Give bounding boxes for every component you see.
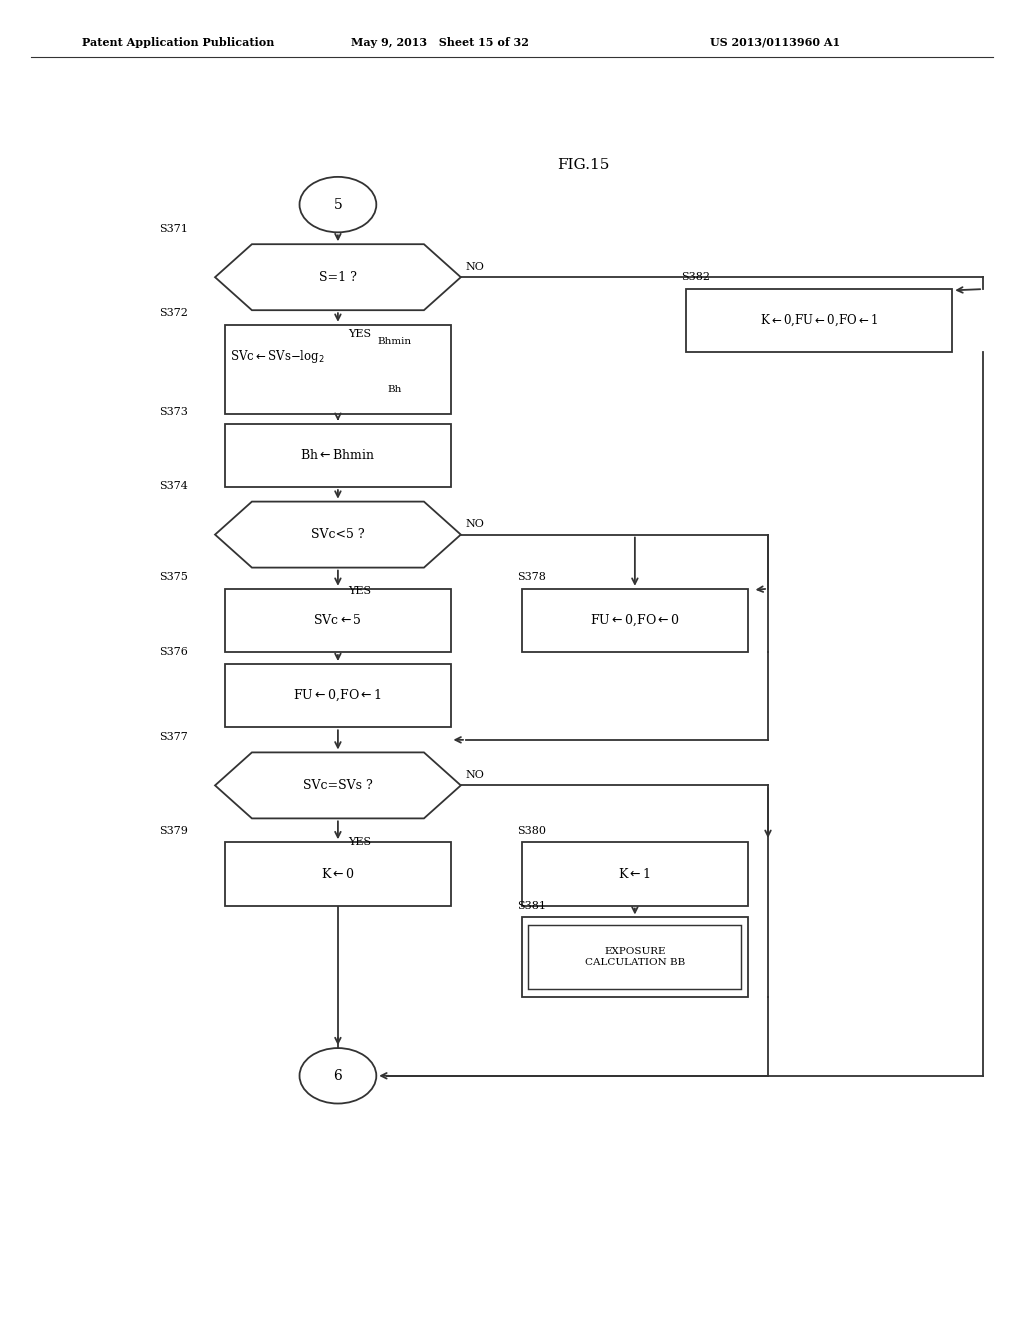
FancyBboxPatch shape [225, 424, 451, 487]
FancyBboxPatch shape [522, 589, 748, 652]
Text: FU$\leftarrow$0,FO$\leftarrow$0: FU$\leftarrow$0,FO$\leftarrow$0 [590, 612, 680, 628]
FancyBboxPatch shape [225, 325, 451, 414]
Text: FIG.15: FIG.15 [557, 158, 610, 172]
Text: Bhmin: Bhmin [377, 337, 412, 346]
Ellipse shape [300, 177, 377, 232]
Text: S378: S378 [517, 572, 546, 582]
Text: May 9, 2013   Sheet 15 of 32: May 9, 2013 Sheet 15 of 32 [351, 37, 529, 48]
Text: 5: 5 [334, 198, 342, 211]
Text: S379: S379 [159, 825, 187, 836]
Text: YES: YES [348, 586, 372, 597]
Text: SVc$\leftarrow$SVs$-$log$_2$: SVc$\leftarrow$SVs$-$log$_2$ [230, 348, 326, 364]
FancyBboxPatch shape [225, 842, 451, 906]
Polygon shape [215, 502, 461, 568]
FancyBboxPatch shape [528, 925, 741, 989]
Text: S373: S373 [159, 407, 187, 417]
Text: EXPOSURE
CALCULATION BB: EXPOSURE CALCULATION BB [585, 946, 685, 968]
Text: S380: S380 [517, 825, 546, 836]
Text: Bh$\leftarrow$Bhmin: Bh$\leftarrow$Bhmin [300, 449, 376, 462]
FancyBboxPatch shape [522, 917, 748, 997]
Text: YES: YES [348, 837, 372, 847]
Text: S382: S382 [681, 272, 710, 282]
Text: S371: S371 [159, 223, 187, 234]
Text: S375: S375 [159, 572, 187, 582]
FancyBboxPatch shape [225, 664, 451, 727]
Text: S372: S372 [159, 308, 187, 318]
Text: K$\leftarrow$0,FU$\leftarrow$0,FO$\leftarrow$1: K$\leftarrow$0,FU$\leftarrow$0,FO$\lefta… [760, 313, 879, 329]
Text: FU$\leftarrow$0,FO$\leftarrow$1: FU$\leftarrow$0,FO$\leftarrow$1 [294, 688, 382, 704]
Text: NO: NO [466, 519, 484, 529]
Text: Patent Application Publication: Patent Application Publication [82, 37, 274, 48]
Text: US 2013/0113960 A1: US 2013/0113960 A1 [710, 37, 840, 48]
Text: NO: NO [466, 261, 484, 272]
Text: SVc<5 ?: SVc<5 ? [311, 528, 365, 541]
Polygon shape [215, 752, 461, 818]
FancyBboxPatch shape [686, 289, 952, 352]
Text: SVc$\leftarrow$5: SVc$\leftarrow$5 [313, 614, 362, 627]
Text: 6: 6 [334, 1069, 342, 1082]
Text: Bh: Bh [387, 385, 401, 395]
Text: S377: S377 [159, 731, 187, 742]
Text: S376: S376 [159, 647, 187, 657]
Text: S=1 ?: S=1 ? [319, 271, 356, 284]
Text: NO: NO [466, 770, 484, 780]
Polygon shape [215, 244, 461, 310]
Text: S381: S381 [517, 900, 546, 911]
FancyBboxPatch shape [225, 589, 451, 652]
Text: K$\leftarrow$0: K$\leftarrow$0 [321, 867, 355, 880]
Text: YES: YES [348, 329, 372, 339]
Text: SVc=SVs ?: SVc=SVs ? [303, 779, 373, 792]
FancyBboxPatch shape [522, 842, 748, 906]
Text: S374: S374 [159, 480, 187, 491]
Ellipse shape [300, 1048, 377, 1104]
Text: K$\leftarrow$1: K$\leftarrow$1 [618, 867, 651, 880]
